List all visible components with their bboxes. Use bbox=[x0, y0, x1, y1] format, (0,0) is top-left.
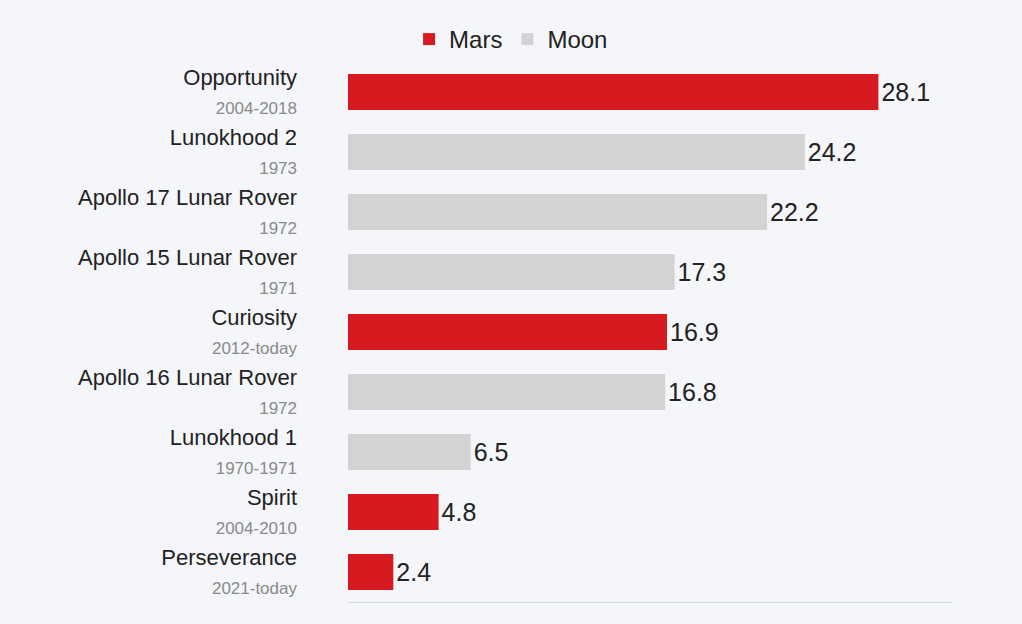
svg-text:Spirit2004-2010: Spirit2004-2010 bbox=[216, 485, 297, 538]
svg-text:16.8: 16.8 bbox=[668, 378, 717, 406]
svg-text:24.2: 24.2 bbox=[808, 138, 857, 166]
svg-text:Lunokhood 11970-1971: Lunokhood 11970-1971 bbox=[170, 425, 297, 478]
svg-text:16.9: 16.9 bbox=[670, 318, 719, 346]
svg-text:22.2: 22.2 bbox=[770, 198, 819, 226]
svg-text:Mars: Mars bbox=[449, 26, 502, 53]
svg-text:Perseverance2021-today: Perseverance2021-today bbox=[161, 545, 297, 598]
svg-text:Apollo 17 Lunar Rover1972: Apollo 17 Lunar Rover1972 bbox=[78, 185, 297, 238]
svg-text:Moon: Moon bbox=[547, 26, 607, 53]
svg-text:28.1: 28.1 bbox=[881, 78, 930, 106]
svg-text:4.8: 4.8 bbox=[442, 498, 477, 526]
svg-text:17.3: 17.3 bbox=[678, 258, 727, 286]
svg-text:Lunokhood 21973: Lunokhood 21973 bbox=[170, 125, 297, 178]
svg-text:Apollo 16 Lunar Rover1972: Apollo 16 Lunar Rover1972 bbox=[78, 365, 297, 418]
svg-text:6.5: 6.5 bbox=[474, 438, 509, 466]
svg-text:2.4: 2.4 bbox=[396, 558, 431, 586]
svg-text:Apollo 15 Lunar Rover1971: Apollo 15 Lunar Rover1971 bbox=[78, 245, 297, 298]
svg-text:Curiosity2012-today: Curiosity2012-today bbox=[211, 305, 297, 358]
svg-text:Opportunity2004-2018: Opportunity2004-2018 bbox=[183, 65, 297, 118]
